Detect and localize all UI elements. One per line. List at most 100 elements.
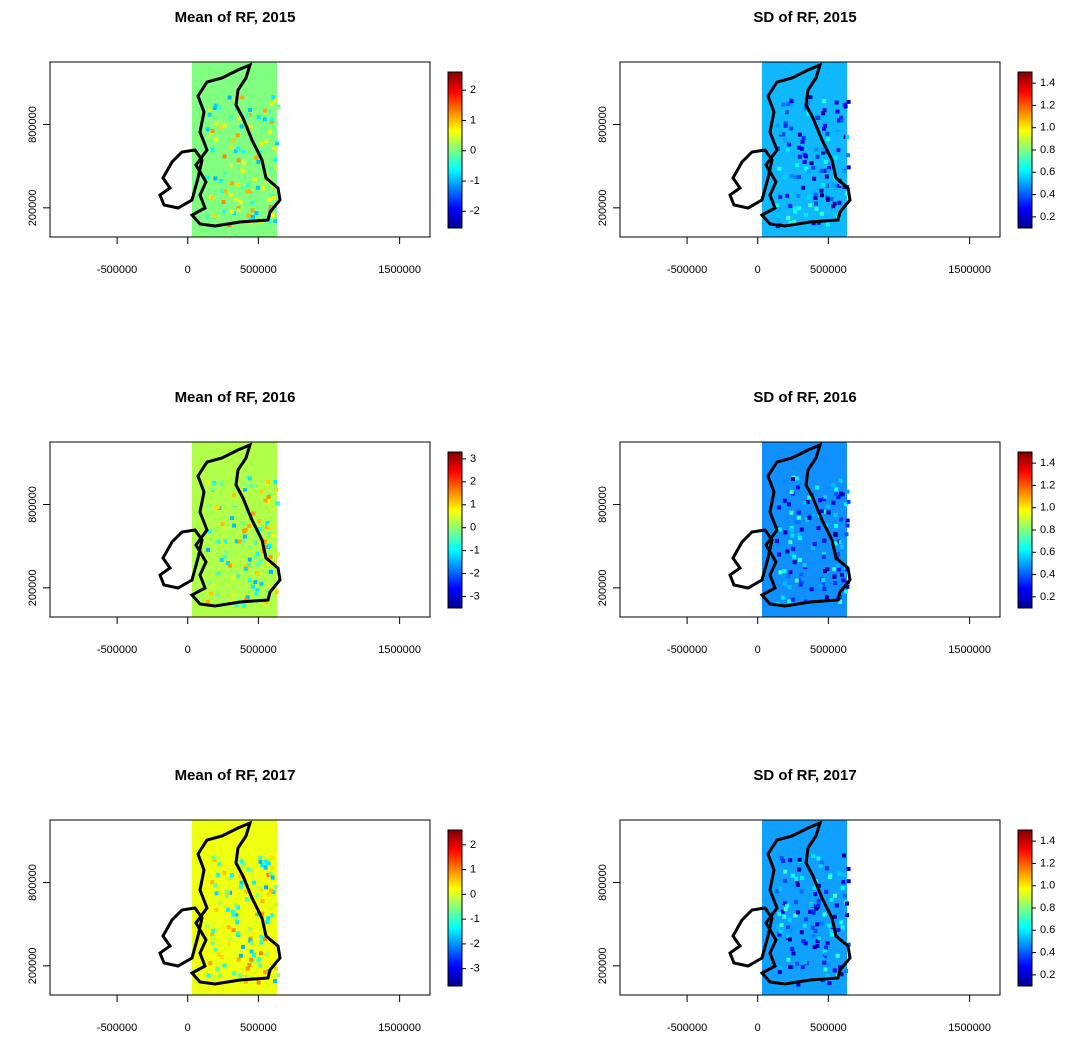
raster-cell (777, 552, 782, 557)
raster-cell (794, 163, 799, 168)
panel: Mean of RF, 2017 -500000 0 500000 1500000 200… (27, 767, 480, 1034)
x-tick-label: -500000 (667, 1022, 707, 1034)
panel: Mean of RF, 2015 -500000 0 500000 1500000 200… (27, 9, 480, 276)
raster-cell (813, 192, 818, 197)
raster-cell (237, 973, 242, 978)
raster-cell (236, 146, 241, 151)
raster-cell (266, 892, 271, 897)
raster-cell (788, 203, 793, 208)
raster-cell (823, 159, 828, 164)
raster-cell (829, 897, 834, 902)
raster-cell (216, 872, 221, 877)
raster-cell (248, 108, 253, 113)
raster-cell (276, 972, 281, 977)
raster-cell (255, 587, 260, 592)
raster-cell (265, 520, 270, 525)
raster-cell (253, 540, 258, 545)
raster-cell (824, 183, 829, 188)
raster-cell (796, 519, 801, 524)
raster-cell (825, 195, 830, 200)
x-tick-label: -500000 (97, 644, 137, 656)
raster-cell (834, 903, 839, 908)
raster-cell (270, 533, 275, 538)
raster-cell (250, 113, 255, 118)
raster-cell (270, 213, 275, 218)
raster-cell (210, 880, 215, 885)
raster-cell (802, 943, 807, 948)
raster-cell (270, 875, 275, 880)
raster-cell (822, 569, 827, 574)
raster-cell (846, 866, 851, 871)
raster-cell (222, 189, 227, 194)
raster-cell (231, 550, 236, 555)
raster-cell (825, 222, 830, 227)
raster-cell (830, 182, 835, 187)
raster-cell (811, 910, 816, 915)
raster-cell (833, 513, 838, 518)
raster-cell (829, 932, 834, 937)
x-tick-label: 500000 (240, 644, 277, 656)
raster-cell (250, 208, 255, 213)
raster-cell (273, 219, 278, 224)
raster-cell (811, 854, 816, 859)
raster-cell (818, 169, 823, 174)
raster-cell (788, 964, 793, 969)
raster-cell (785, 193, 790, 198)
colorbar (447, 451, 463, 609)
raster-cell (219, 557, 224, 562)
raster-cell (259, 934, 264, 939)
raster-cell (783, 479, 788, 484)
raster-cell (836, 495, 841, 500)
raster-cell (789, 551, 794, 556)
raster-cell (221, 212, 226, 217)
raster-cell (786, 928, 791, 933)
raster-cell (255, 571, 260, 576)
raster-cell (229, 873, 234, 878)
raster-cell (270, 941, 275, 946)
raster-cell (833, 531, 838, 536)
raster-cell (822, 538, 827, 543)
raster-cell (275, 501, 280, 506)
raster-cell (263, 885, 268, 890)
plot-frame (49, 441, 431, 618)
raster-cell (272, 146, 277, 151)
raster-cell (794, 578, 799, 583)
raster-cell (266, 479, 271, 484)
raster-cell (227, 95, 232, 100)
raster-cell (256, 159, 261, 164)
raster-cell (259, 581, 264, 586)
raster-cell (273, 157, 278, 162)
raster-cell (786, 101, 791, 106)
raster-cell (776, 213, 781, 218)
raster-cell (822, 123, 827, 128)
raster-cell (783, 175, 788, 180)
raster-cell (253, 908, 258, 913)
raster-cell (231, 592, 236, 597)
raster-cell (819, 509, 824, 514)
raster-cell (814, 147, 819, 152)
coastline (728, 906, 774, 968)
raster-cell (217, 105, 222, 110)
raster-cell (839, 544, 844, 549)
raster-cell (216, 505, 221, 510)
raster-cell (243, 488, 248, 493)
raster-cell (786, 215, 791, 220)
raster-cell (799, 527, 804, 532)
raster-cell (270, 193, 275, 198)
raster-cell (223, 123, 228, 128)
raster-cell (799, 875, 804, 880)
raster-cell (836, 567, 841, 572)
y-tick-label: 800000 (597, 864, 609, 901)
raster-cell (262, 108, 267, 113)
raster-cell (256, 980, 261, 985)
coastline (759, 62, 852, 228)
panel-title: Mean of RF, 2017 (175, 767, 296, 784)
raster-cell (838, 478, 843, 483)
raster-cell (790, 956, 795, 961)
raster-cell (239, 124, 244, 129)
raster-cell (794, 876, 799, 881)
raster-cell (256, 562, 261, 567)
raster-cell (840, 925, 845, 930)
raster-cell (246, 867, 251, 872)
raster-cell (269, 888, 274, 893)
